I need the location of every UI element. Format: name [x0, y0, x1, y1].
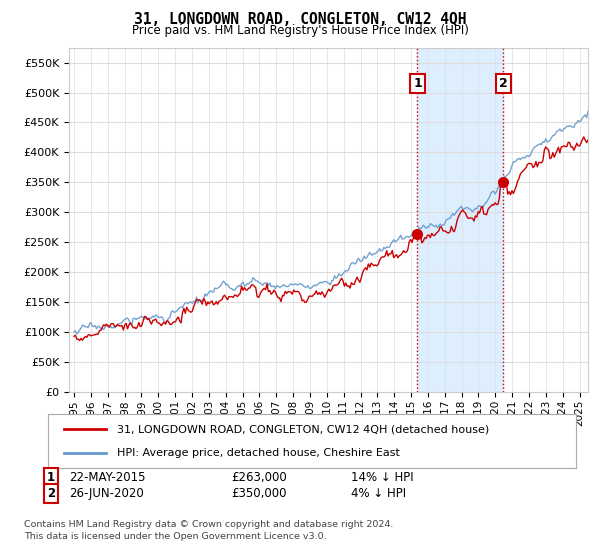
Text: £263,000: £263,000	[231, 470, 287, 484]
Text: 31, LONGDOWN ROAD, CONGLETON, CW12 4QH: 31, LONGDOWN ROAD, CONGLETON, CW12 4QH	[134, 12, 466, 27]
Text: 4% ↓ HPI: 4% ↓ HPI	[351, 487, 406, 501]
Text: 2: 2	[499, 77, 508, 90]
Text: 14% ↓ HPI: 14% ↓ HPI	[351, 470, 413, 484]
Text: Price paid vs. HM Land Registry's House Price Index (HPI): Price paid vs. HM Land Registry's House …	[131, 24, 469, 36]
Text: Contains HM Land Registry data © Crown copyright and database right 2024.
This d: Contains HM Land Registry data © Crown c…	[24, 520, 394, 541]
Text: HPI: Average price, detached house, Cheshire East: HPI: Average price, detached house, Ches…	[116, 447, 400, 458]
Text: 1: 1	[47, 470, 55, 484]
Bar	[418, 48, 503, 392]
Text: 26-JUN-2020: 26-JUN-2020	[69, 487, 144, 501]
Text: 2: 2	[47, 487, 55, 501]
Text: 1: 1	[413, 77, 422, 90]
Text: £350,000: £350,000	[231, 487, 287, 501]
Text: 31, LONGDOWN ROAD, CONGLETON, CW12 4QH (detached house): 31, LONGDOWN ROAD, CONGLETON, CW12 4QH (…	[116, 424, 489, 435]
Text: 22-MAY-2015: 22-MAY-2015	[69, 470, 146, 484]
